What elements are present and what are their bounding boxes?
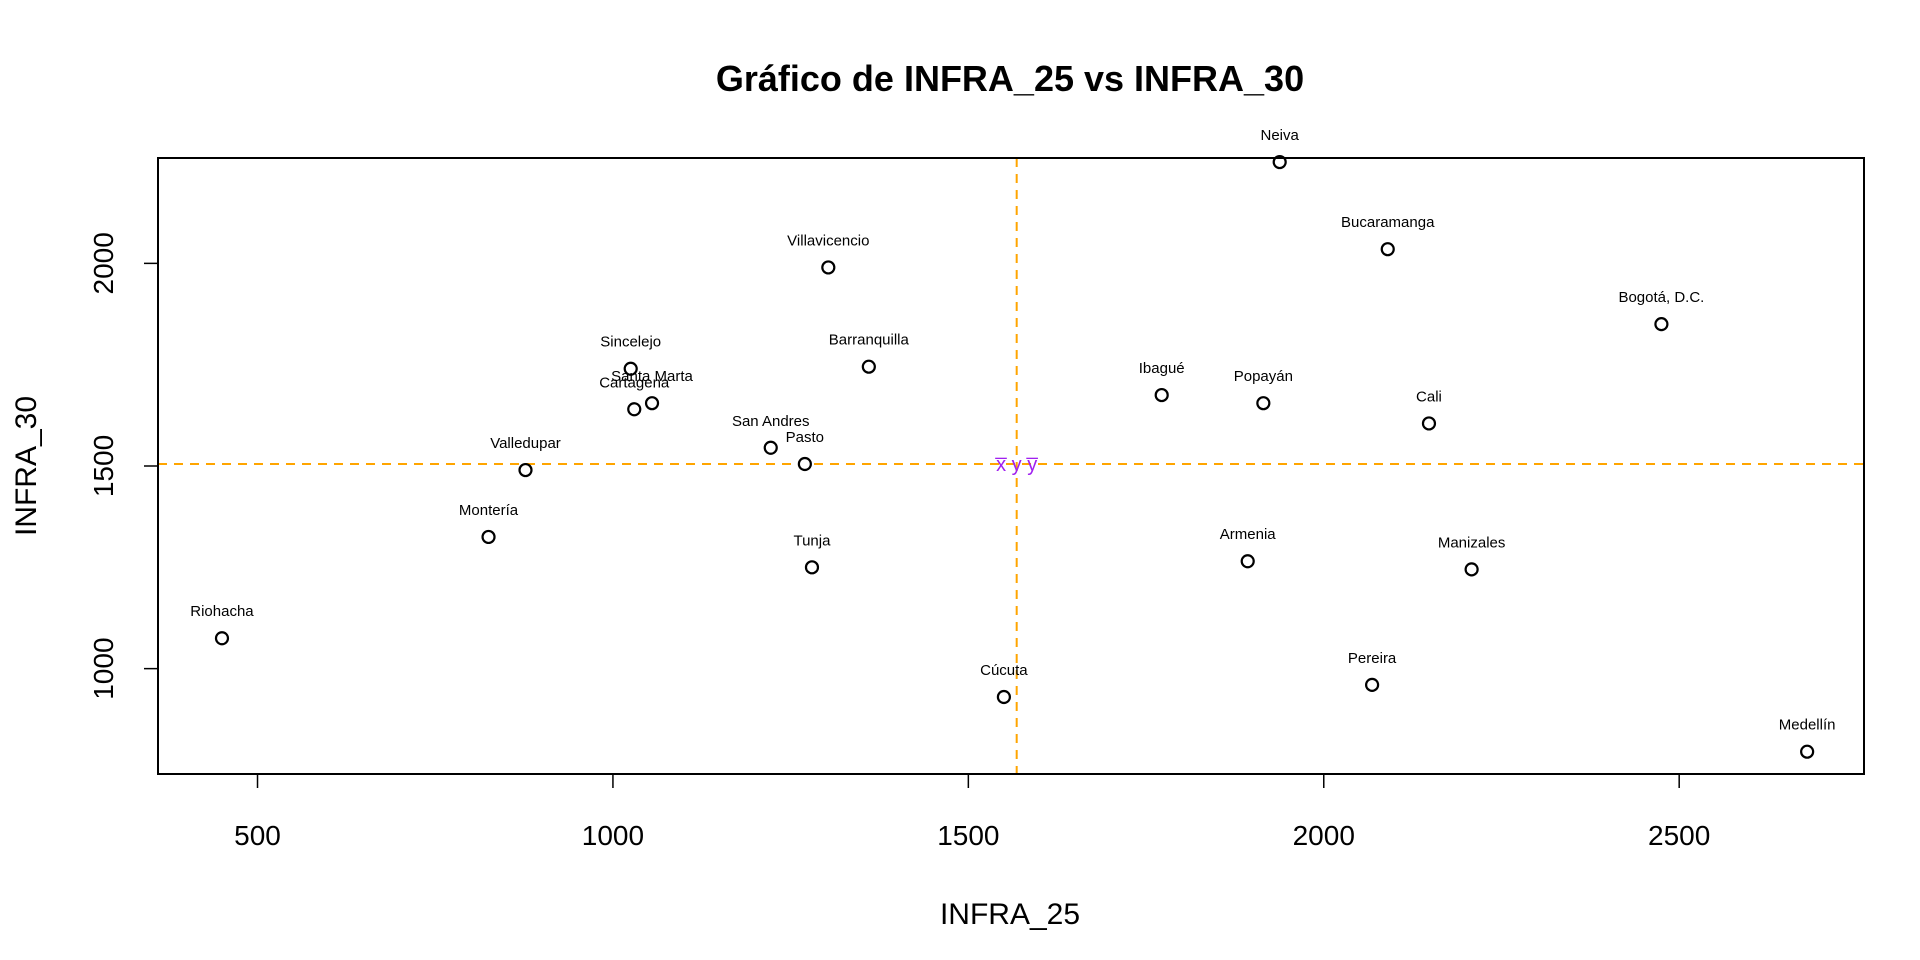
x-tick-label: 1500: [937, 820, 999, 851]
data-point-label: Villavicencio: [787, 232, 869, 249]
data-point-label: Armenia: [1220, 526, 1277, 543]
data-point: [996, 689, 1011, 705]
chart-title: Gráfico de INFRA_25 vs INFRA_30: [716, 58, 1304, 99]
data-point-label: Pasto: [786, 429, 824, 446]
data-point-label: Bogotá, D.C.: [1618, 289, 1704, 306]
data-point-label: Bucaramanga: [1341, 214, 1435, 231]
data-point: [623, 361, 638, 376]
data-point-label: Popayán: [1234, 368, 1293, 385]
data-point-label: Santa Marta: [611, 368, 693, 385]
data-point-label: Barranquilla: [829, 332, 910, 349]
data-point-label: Cartagena: [599, 374, 670, 391]
data-point: [821, 260, 836, 275]
data-point-label: Pereira: [1348, 650, 1397, 667]
y-tick-label: 2000: [88, 232, 119, 294]
chart-marks: x̅ y y̅ Riohacha Montería Valledupar Sincele…: [158, 127, 1864, 774]
data-point-label: Tunja: [793, 532, 831, 549]
data-point-label: Ibagué: [1139, 360, 1185, 377]
data-point: [1380, 242, 1395, 257]
data-point: [1365, 677, 1380, 692]
data-point-label: San Andres: [732, 413, 810, 430]
data-point: [214, 631, 230, 646]
mean-label: x̅ y y̅: [995, 454, 1038, 476]
data-point: [644, 396, 660, 411]
data-point: [1240, 554, 1255, 569]
data-point-label: Medellín: [1779, 717, 1836, 734]
data-point: [804, 560, 820, 575]
x-axis-title: INFRA_25: [940, 898, 1080, 931]
data-point: [1256, 396, 1271, 411]
data-point-label: Valledupar: [490, 435, 561, 452]
data-point-label: Riohacha: [190, 603, 254, 620]
data-point-label: Montería: [459, 502, 519, 519]
data-point-label: Sincelejo: [600, 334, 661, 351]
data-point: [1154, 387, 1169, 403]
x-tick-label: 1000: [582, 820, 644, 851]
x-tick-label: 2000: [1293, 820, 1355, 851]
x-tick-label: 2500: [1648, 820, 1710, 851]
data-point: [627, 402, 642, 417]
x-tick-label: 500: [234, 820, 281, 851]
data-point: [518, 462, 533, 478]
data-point: [1800, 744, 1815, 759]
data-point: [763, 440, 778, 455]
data-point: [861, 359, 876, 374]
data-point: [1654, 317, 1669, 332]
data-point: [481, 529, 496, 545]
data-point-label: Neiva: [1261, 127, 1300, 144]
data-point-label: Cali: [1416, 388, 1442, 405]
data-point-label: Cúcuta: [980, 662, 1028, 679]
y-tick-label: 1500: [88, 435, 119, 497]
data-point: [1272, 154, 1287, 170]
data-point: [1421, 416, 1437, 431]
data-point: [1464, 562, 1479, 577]
data-point-label: Manizales: [1438, 534, 1506, 551]
y-axis-title: INFRA_30: [10, 396, 43, 536]
y-tick-label: 1000: [88, 637, 119, 699]
data-point: [797, 456, 812, 472]
